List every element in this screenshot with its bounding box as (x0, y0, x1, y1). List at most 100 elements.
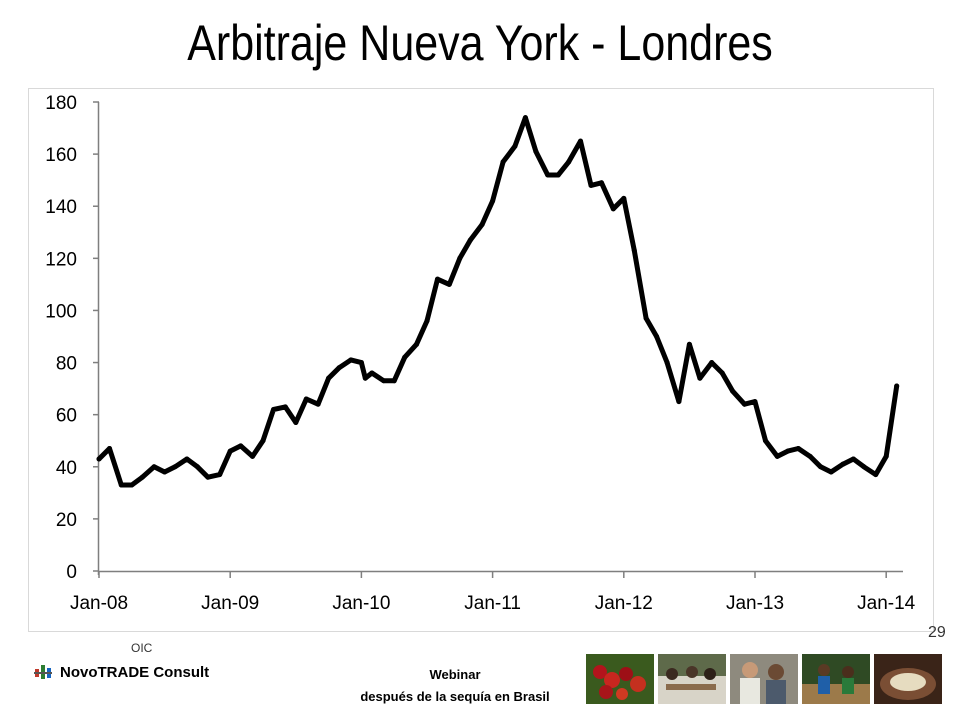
data-point (742, 401, 748, 407)
coffee-cherries-photo (586, 654, 654, 704)
photo-strip (586, 654, 942, 704)
y-tick-label: 160 (45, 145, 77, 166)
data-point (205, 474, 211, 480)
x-axis: Jan-08 Jan-09 Jan-10 Jan-11 Jan-12 Jan-13 Jan-… (70, 570, 916, 614)
data-point (818, 464, 824, 470)
brand: NovoTRADE Consult (34, 662, 209, 682)
series-line (96, 115, 900, 488)
x-tick-label: Jan-08 (70, 593, 128, 614)
data-point (217, 472, 223, 478)
data-point (555, 172, 561, 178)
workers-photo (802, 654, 870, 704)
y-tick-label: 0 (66, 562, 77, 583)
y-tick-label: 60 (56, 406, 77, 427)
data-point (654, 334, 660, 339)
data-point (457, 255, 463, 261)
y-tick-label: 20 (56, 510, 77, 531)
data-point (381, 378, 387, 384)
data-point (610, 206, 616, 212)
data-point (106, 446, 112, 452)
data-point (315, 401, 321, 407)
data-point (785, 448, 791, 454)
data-point (762, 438, 768, 444)
data-point (402, 354, 408, 360)
y-tick-label: 40 (56, 458, 77, 479)
y-tick-label: 180 (45, 93, 77, 114)
data-point (282, 404, 288, 410)
page-number: 29 (928, 624, 946, 641)
data-point (588, 182, 594, 188)
data-point (358, 360, 364, 366)
data-point (424, 318, 430, 324)
data-point (643, 315, 649, 321)
x-tick-label: Jan-12 (595, 593, 653, 614)
data-point (686, 341, 692, 347)
x-tick-label: Jan-10 (332, 593, 390, 614)
data-point (391, 378, 397, 384)
x-tick-label: Jan-09 (201, 593, 259, 614)
page-title: Arbitraje Nueva York - Londres (187, 15, 773, 71)
data-point (293, 419, 299, 425)
data-point (250, 453, 256, 459)
y-tick-label: 80 (56, 354, 77, 375)
data-point (795, 446, 801, 452)
data-point (850, 456, 856, 462)
data-point (118, 482, 124, 488)
data-point (362, 375, 368, 381)
novotrade-logo-icon (34, 665, 52, 679)
chart-frame (28, 88, 934, 632)
data-point (774, 453, 780, 459)
data-point (730, 388, 736, 394)
data-point (828, 469, 834, 475)
data-point (162, 469, 168, 475)
data-point (270, 406, 276, 412)
data-point (676, 399, 682, 405)
data-point (139, 474, 145, 480)
data-point (490, 198, 496, 204)
data-point (566, 159, 572, 165)
data-point (621, 195, 627, 201)
data-point (194, 464, 200, 470)
data-point (719, 370, 725, 376)
data-point (369, 370, 375, 376)
org-label: OIC (131, 641, 153, 655)
data-point (533, 149, 539, 155)
data-point (326, 375, 332, 381)
data-point (631, 248, 637, 254)
data-point (184, 456, 190, 462)
webinar-caption: Webinar después de la sequía en Brasil (330, 664, 580, 708)
webinar-line-1: Webinar (429, 667, 481, 682)
data-point (697, 375, 703, 381)
data-point (664, 360, 670, 366)
data-point (500, 159, 506, 165)
y-tick-label: 140 (45, 197, 77, 218)
data-point (151, 464, 157, 470)
meeting-photo (658, 654, 726, 704)
data-point (446, 281, 452, 287)
data-point (522, 115, 528, 121)
data-point (336, 365, 342, 371)
data-point (512, 143, 518, 149)
y-axis: 0 20 40 60 80 100 120 140 160 180 (45, 93, 100, 583)
people-photo (730, 654, 798, 704)
brand-name: NovoTRADE Consult (60, 663, 210, 681)
data-point (260, 438, 266, 444)
data-point (129, 482, 135, 488)
data-point (840, 461, 846, 467)
data-point (545, 172, 551, 178)
data-point (227, 448, 233, 454)
data-point (172, 464, 178, 470)
data-point (894, 383, 900, 389)
data-point (883, 453, 889, 459)
data-point (598, 180, 604, 186)
x-tick-label: Jan-14 (857, 593, 916, 614)
data-point (752, 399, 758, 405)
data-point (873, 472, 879, 478)
data-point (479, 221, 485, 227)
data-point (303, 396, 309, 402)
data-point (861, 464, 867, 470)
data-point (434, 276, 440, 282)
data-point (709, 360, 715, 366)
y-tick-label: 100 (45, 301, 77, 322)
